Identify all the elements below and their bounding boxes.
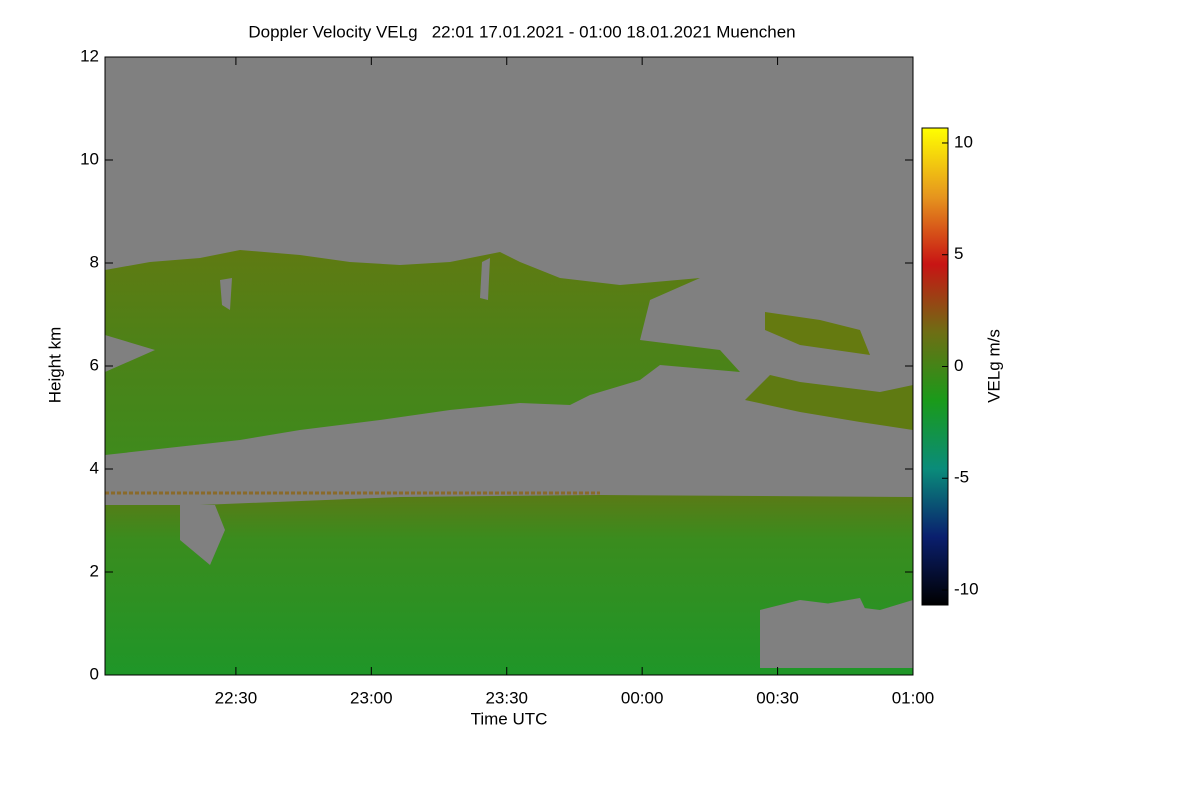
y-tick-label: 0 (90, 664, 99, 683)
x-tick-label: 00:30 (756, 688, 799, 707)
y-tick-label: 6 (90, 355, 99, 374)
upper-cloud (105, 250, 740, 455)
colorbar-tick-label: 10 (954, 132, 973, 151)
x-tick-label: 23:00 (350, 688, 393, 707)
x-tick-label: 22:30 (215, 688, 258, 707)
colorbar-tick-label: -10 (954, 580, 979, 599)
y-tick-label: 12 (80, 46, 99, 65)
y-tick-label: 2 (90, 561, 99, 580)
colorbar-tick-label: 5 (954, 244, 963, 263)
y-tick-label: 10 (80, 149, 99, 168)
y-axis-label: Height km (45, 327, 64, 404)
x-axis-label: Time UTC (471, 709, 548, 728)
y-tick-label: 4 (90, 458, 99, 477)
gap (480, 258, 490, 300)
chart-title: Doppler Velocity VELg 22:01 17.01.2021 -… (248, 22, 795, 41)
gap (105, 335, 155, 372)
colorbar-tick-label: -5 (954, 468, 969, 487)
upper-cloud-right (745, 375, 913, 430)
gap (790, 598, 880, 650)
x-tick-label: 01:00 (892, 688, 935, 707)
colorbar-tick-label: 0 (954, 356, 963, 375)
y-tick-label: 8 (90, 252, 99, 271)
gap (220, 278, 232, 310)
colorbar-label: VELg m/s (984, 329, 1003, 403)
upper-cloud-right (765, 312, 870, 355)
x-tick-label: 00:00 (621, 688, 664, 707)
lower-cloud (105, 495, 913, 675)
gap (180, 505, 225, 565)
x-tick-label: 23:30 (485, 688, 528, 707)
echo-field (105, 250, 913, 675)
